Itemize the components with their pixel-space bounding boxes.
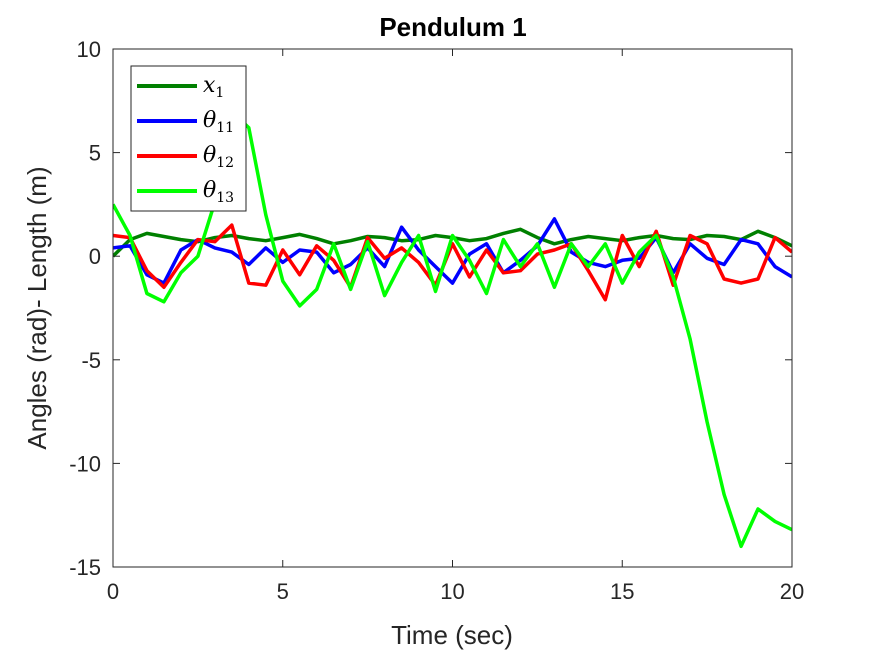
legend: x1 θ11 θ12 θ13 — [130, 65, 247, 212]
series-line-1 — [113, 217, 792, 285]
series-line-2 — [113, 223, 792, 302]
y-tick-label: 5 — [89, 141, 101, 166]
x-axis-label: Time (sec) — [391, 620, 513, 650]
y-tick-label: -5 — [81, 348, 101, 373]
y-tick-label: 0 — [89, 244, 101, 269]
x-tick-label: 0 — [107, 579, 119, 604]
y-tick-label: 10 — [77, 37, 101, 62]
y-axis-label: Angles (rad)- Length (m) — [22, 166, 52, 449]
x-tick-label: 5 — [277, 579, 289, 604]
x-tick-label: 15 — [610, 579, 634, 604]
legend-label-3: θ13 — [203, 178, 234, 206]
chart-title: Pendulum 1 — [379, 12, 526, 42]
legend-label-1: θ11 — [203, 108, 234, 136]
legend-label-0: x1 — [203, 73, 224, 101]
tick-layer: 0 5 10 15 20 -15 -10 -5 0 5 10 — [69, 37, 804, 604]
legend-label-2: θ12 — [203, 143, 234, 171]
y-tick-label: -10 — [69, 451, 101, 476]
x-tick-label: 10 — [440, 579, 464, 604]
x-tick-label: 20 — [780, 579, 804, 604]
y-tick-label: -15 — [69, 555, 101, 580]
legend-box — [130, 65, 247, 212]
